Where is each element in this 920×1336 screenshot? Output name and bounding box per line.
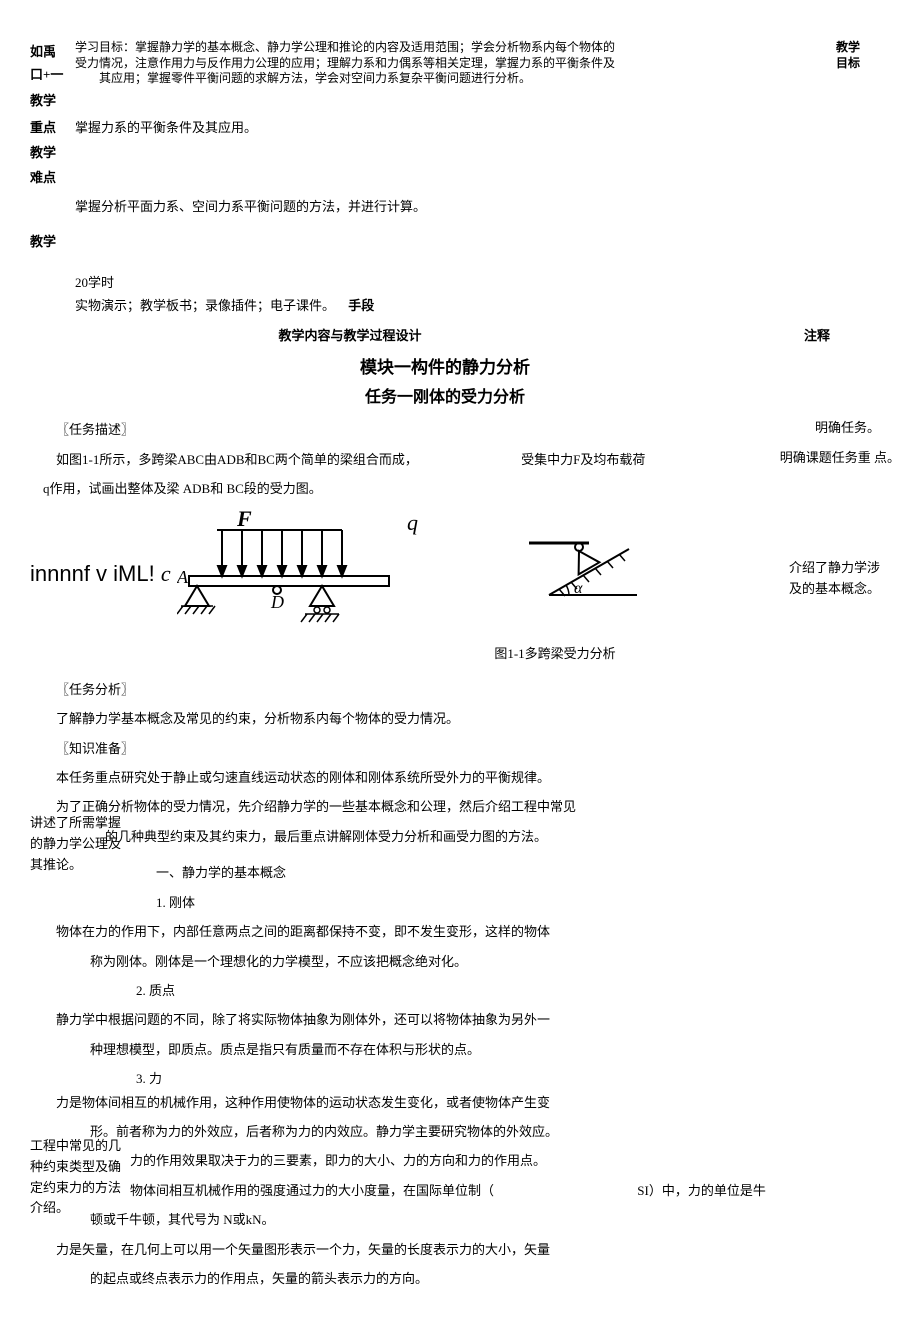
key-label2: 重点	[30, 116, 75, 139]
diff-label1: 教学	[30, 143, 860, 164]
left-note-1: 讲述了所需掌握 的静力学公理及 其推论。	[30, 813, 160, 875]
note-3: 介绍了静力学涉 及的基本概念。	[789, 558, 880, 600]
ln1c: 其推论。	[30, 857, 82, 872]
table-header: 教学内容与教学过程设计 注释	[30, 324, 860, 347]
ln2c: 定约束力的方法	[30, 1180, 121, 1195]
hours: 20学时	[75, 271, 860, 294]
label-q: q	[407, 510, 418, 535]
sec1-3-p1: 力是物体间相互的机械作用，这种作用使物体的运动状态发生变化，或者使物体产生变	[30, 1091, 860, 1114]
fig-caption: 图1-1多跨梁受力分析	[250, 642, 860, 665]
sec1-3-p5b: 的起点或终点表示力的作用点，矢量的箭头表示力的方向。	[90, 1267, 860, 1290]
task-desc-row: 明确任务。 〖任务描述〗	[30, 418, 860, 441]
knowledge-p1: 本任务重点研究处于静止或匀速直线运动状态的刚体和刚体系统所受外力的平衡规律。	[30, 766, 860, 789]
objectives-content: 学习目标：掌握静力学的基本概念、静力学公理和推论的内容及适用范围；学会分析物系内…	[75, 40, 860, 87]
diff-text: 掌握分析平面力系、空间力系平衡问题的方法，并进行计算。	[75, 195, 860, 218]
obj-line2: 受力情况，注意作用力与反作用力公理的应用；理解力系和力偶系等相关定理，掌握力系的…	[75, 56, 615, 70]
sec1-3-title: 3. 力	[110, 1067, 860, 1090]
main-content: 模块一构件的静力分析 任务一刚体的受力分析 明确任务。 〖任务描述〗 明确课题任…	[30, 353, 860, 1290]
ruyu-label: 如禹 口+一	[30, 40, 75, 87]
kh: 口+一	[30, 67, 63, 82]
ln2a: 工程中常见的几	[30, 1138, 121, 1153]
diff-label2: 难点	[30, 168, 860, 189]
label-alpha: α	[574, 580, 583, 597]
ln1b: 的静力学公理及	[30, 836, 121, 851]
sec1-1-p1b: 称为刚体。刚体是一个理想化的力学模型，不应该把概念绝对化。	[90, 950, 860, 973]
key-text: 掌握力系的平衡条件及其应用。	[75, 116, 860, 139]
tbl-left: 教学内容与教学过程设计	[30, 324, 670, 347]
knowledge-p2-wrap: 讲述了所需掌握 的静力学公理及 其推论。 为了正确分析物体的受力情况，先介绍静力…	[30, 795, 860, 855]
ln1a: 讲述了所需掌握	[30, 815, 121, 830]
knowledge-label: 〖知识准备〗	[30, 737, 860, 760]
label-D: D	[270, 592, 284, 612]
header-block: 如禹 口+一 学习目标：掌握静力学的基本概念、静力学公理和推论的内容及适用范围；…	[30, 40, 860, 347]
task-desc-label: 〖任务描述〗	[30, 418, 860, 441]
task-desc-p1a: 如图1-1所示，多跨梁ABC由ADB和BC两个简单的梁组合而成，	[56, 452, 418, 467]
fig-left-main: innnnf v iML!	[30, 561, 155, 586]
left-note-2: 工程中常见的几 种约束类型及确 定约束力的方法 介绍。	[30, 1136, 160, 1219]
tbl-right: 注释	[670, 324, 860, 347]
fig-c: c	[161, 561, 171, 586]
sec1-3-p1b: 形。前者称为力的外效应，后者称为力的内效应。静力学主要研究物体的外效应。	[90, 1120, 860, 1143]
label-F: F	[236, 508, 252, 531]
method-text: 实物演示；教学板书；录像插件；电子课件。	[75, 298, 335, 313]
method-label: 教学	[30, 232, 860, 253]
sec1-title: 一、静力学的基本概念	[130, 861, 860, 884]
sec1-1-title: 1. 刚体	[130, 891, 860, 914]
sec1-2-title: 2. 质点	[110, 979, 860, 1002]
figure-row: 介绍了静力学涉 及的基本概念。 innnnf v iML! c F q	[30, 508, 860, 665]
knowledge-p2b: 的几种典型约束及其约束力，最后重点讲解刚体受力分析和画受力图的方法。	[105, 825, 860, 848]
key-label1: 教学	[30, 91, 860, 112]
task-analysis-label: 〖任务分析〗	[30, 678, 860, 701]
obj-line3: 其应用；掌握零件平衡问题的求解方法，学会对空间力系复杂平衡问题进行分析。	[99, 71, 531, 85]
sec1-1-p1: 物体在力的作用下，内部任意两点之间的距离都保持不变，即不发生变形，这样的物体	[30, 920, 860, 943]
sec1-3-p4: 顿或千牛顿，其代号为 N或kN。	[90, 1208, 860, 1231]
ln2b: 种约束类型及确	[30, 1159, 121, 1174]
sec1-3-p3a: 物体间相互机械作用的强度通过力的大小度量，在国际单位制（	[130, 1183, 494, 1198]
beam-diagram: F q A	[177, 508, 427, 638]
fig-left-text: innnnf v iML! c	[30, 554, 171, 594]
ruyu: 如禹	[30, 44, 56, 59]
obj-right1: 教学	[836, 40, 860, 56]
incline-diagram: α	[519, 523, 649, 623]
task-desc-p1b: 受集中力F及均布载荷	[521, 452, 645, 467]
note-3b: 及的基本概念。	[789, 581, 880, 596]
obj-right2: 目标	[836, 56, 860, 72]
task-desc-p1-row: 明确课题任务重 点。 如图1-1所示，多跨梁ABC由ADB和BC两个简单的梁组合…	[30, 448, 860, 471]
sec1-2-p1: 静力学中根据问题的不同，除了将实际物体抽象为刚体外，还可以将物体抽象为另外一	[30, 1008, 860, 1031]
task-title: 任务一刚体的受力分析	[30, 384, 860, 413]
module-title: 模块一构件的静力分析	[30, 353, 860, 384]
sec1-3-p5: 力是矢量，在几何上可以用一个矢量图形表示一个力，矢量的长度表示力的大小，矢量	[30, 1238, 860, 1261]
objectives-row: 如禹 口+一 学习目标：掌握静力学的基本概念、静力学公理和推论的内容及适用范围；…	[30, 40, 860, 87]
obj-line1: 学习目标：掌握静力学的基本概念、静力学公理和推论的内容及适用范围；学会分析物系内…	[75, 40, 615, 54]
method-suffix: 手段	[348, 298, 374, 313]
sec1-3-p3: 物体间相互机械作用的强度通过力的大小度量，在国际单位制（ SI）中，力的单位是牛	[130, 1179, 860, 1202]
sec1-3-p2: 力的作用效果取决于力的三要素，即力的大小、力的方向和力的作用点。	[130, 1149, 860, 1172]
sec1-3-p3b: SI）中，力的单位是牛	[637, 1183, 766, 1198]
label-A: A	[177, 567, 189, 587]
task-analysis-p: 了解静力学基本概念及常见的约束，分析物系内每个物体的受力情况。	[30, 707, 860, 730]
task-desc-p1: 如图1-1所示，多跨梁ABC由ADB和BC两个简单的梁组合而成， 受集中力F及均…	[30, 448, 860, 471]
sec1-3-wrap: 工程中常见的几 种约束类型及确 定约束力的方法 介绍。 形。前者称为力的外效应，…	[30, 1120, 860, 1232]
task-desc-p2: q作用，试画出整体及梁 ADB和 BC段的受力图。	[43, 477, 860, 500]
note-2: 明确课题任务重 点。	[780, 448, 900, 469]
method-row: 实物演示；教学板书；录像插件；电子课件。 手段	[75, 294, 860, 317]
ln2d: 介绍。	[30, 1200, 69, 1215]
note-1: 明确任务。	[815, 418, 880, 439]
key-row: 重点 掌握力系的平衡条件及其应用。	[30, 116, 860, 139]
sec1-2-p1b: 种理想模型，即质点。质点是指只有质量而不存在体积与形状的点。	[90, 1038, 860, 1061]
figure-wrap: innnnf v iML! c F q	[30, 508, 860, 638]
note-3a: 介绍了静力学涉	[789, 560, 880, 575]
